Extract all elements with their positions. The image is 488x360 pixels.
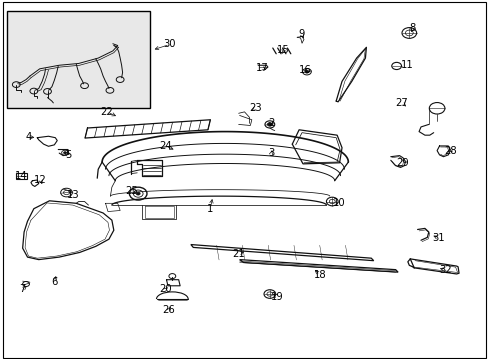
Text: 14: 14	[15, 171, 28, 181]
Text: 13: 13	[66, 190, 79, 200]
Text: 6: 6	[51, 277, 58, 287]
Text: 23: 23	[248, 103, 261, 113]
Circle shape	[63, 152, 66, 154]
Text: 17: 17	[255, 63, 268, 73]
Text: 29: 29	[396, 158, 408, 168]
Polygon shape	[239, 260, 397, 272]
Text: 21: 21	[232, 248, 244, 258]
Text: 32: 32	[438, 265, 451, 275]
Bar	[6, 11, 150, 108]
Circle shape	[305, 70, 308, 73]
Circle shape	[136, 192, 140, 195]
Polygon shape	[22, 201, 114, 260]
Text: 24: 24	[159, 141, 171, 151]
Text: 12: 12	[34, 175, 47, 185]
Circle shape	[267, 123, 272, 126]
Text: 22: 22	[101, 107, 113, 117]
Text: 2: 2	[267, 118, 274, 128]
Text: 28: 28	[444, 145, 456, 156]
Text: 18: 18	[313, 270, 325, 280]
Text: 4: 4	[25, 132, 32, 142]
Text: 11: 11	[400, 60, 412, 70]
Text: 20: 20	[159, 284, 171, 294]
Text: 5: 5	[65, 150, 71, 160]
Text: 7: 7	[20, 284, 26, 294]
Text: 16: 16	[299, 64, 311, 75]
Text: 15: 15	[277, 45, 289, 55]
Text: 3: 3	[267, 148, 274, 158]
Text: 30: 30	[163, 40, 176, 49]
Text: 9: 9	[298, 29, 304, 39]
Text: 26: 26	[162, 305, 175, 315]
Text: 10: 10	[333, 198, 345, 208]
Text: 27: 27	[395, 98, 407, 108]
Text: 1: 1	[207, 204, 213, 214]
Bar	[16, 173, 27, 179]
Text: 8: 8	[409, 23, 415, 33]
Text: 25: 25	[125, 186, 138, 197]
Polygon shape	[190, 244, 373, 261]
Text: 31: 31	[431, 233, 444, 243]
Text: 19: 19	[270, 292, 283, 302]
